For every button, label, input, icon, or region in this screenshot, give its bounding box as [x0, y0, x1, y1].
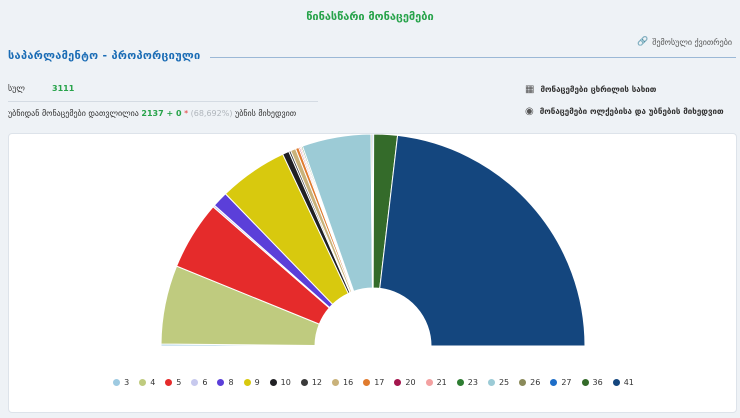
- legend-dot-icon: [456, 379, 464, 386]
- legend-item-23[interactable]: 23: [456, 378, 478, 387]
- section-title: საპარლამენტო - პროპორციული: [8, 49, 201, 62]
- legend-item-36[interactable]: 36: [581, 378, 603, 387]
- chart-legend: 3 4 5 6 8 9 10 12 16 17 20 21 23 25 26 27 36 41: [9, 378, 738, 387]
- legend-dot-icon: [243, 379, 251, 386]
- legend-item-12[interactable]: 12: [300, 378, 323, 387]
- legend-item-4[interactable]: 4: [139, 378, 155, 387]
- legend-label: 4: [150, 378, 156, 387]
- legend-item-3[interactable]: 3: [113, 378, 129, 387]
- legend-item-25[interactable]: 25: [487, 378, 510, 387]
- legend-dot-icon: [113, 379, 121, 386]
- receipts-link-label: შემოსული ქვითრები: [652, 37, 732, 47]
- legend-label: 21: [436, 378, 447, 387]
- legend-label: 20: [405, 378, 416, 387]
- legend-label: 25: [498, 378, 510, 387]
- section-divider: [210, 57, 736, 58]
- legend-item-8[interactable]: 8: [217, 378, 234, 387]
- legend-label: 36: [592, 378, 603, 387]
- legend-dot-icon: [217, 379, 225, 386]
- legend-item-26[interactable]: 26: [519, 378, 540, 387]
- legend-label: 17: [374, 378, 385, 387]
- legend-dot-icon: [581, 379, 589, 386]
- counted-star: *: [184, 109, 189, 118]
- legend-dot-icon: [519, 379, 527, 386]
- table-view-label: მონაცემები ცხრილის სახით: [540, 85, 657, 94]
- legend-dot-icon: [191, 379, 199, 386]
- table-view-option[interactable]: ▦ მონაცემები ცხრილის სახით: [525, 84, 656, 95]
- legend-label: 5: [176, 378, 182, 387]
- legend-dot-icon: [487, 379, 495, 386]
- counted-row: უბნიდან მონაცემები დათვლილია 2137 + 0 * …: [8, 109, 296, 118]
- legend-label: 8: [228, 378, 234, 387]
- legend-dot-icon: [425, 379, 433, 386]
- counted-suffix: უბნის მიხედვით: [235, 109, 297, 118]
- slice-41[interactable]: [379, 134, 586, 347]
- legend-item-5[interactable]: 5: [165, 378, 181, 387]
- legend-item-41[interactable]: 41: [612, 378, 634, 387]
- receipts-link[interactable]: 🔗 შემოსული ქვითრები: [637, 37, 732, 47]
- total-label: სულ: [8, 84, 25, 93]
- legend-dot-icon: [300, 379, 308, 386]
- legend-label: 23: [467, 378, 478, 387]
- semi-donut-chart: [160, 134, 586, 347]
- legend-item-6[interactable]: 6: [191, 378, 207, 387]
- legend-item-20[interactable]: 20: [394, 378, 416, 387]
- legend-dot-icon: [612, 379, 620, 386]
- legend-label: 12: [311, 378, 323, 387]
- total-row: სულ 3111: [8, 84, 74, 93]
- legend-label: 16: [343, 378, 354, 387]
- counted-percent: (68,692%): [190, 109, 233, 118]
- legend-item-21[interactable]: 21: [425, 378, 447, 387]
- legend-label: 10: [280, 378, 291, 387]
- chart-card: 3 4 5 6 8 9 10 12 16 17 20 21 23 25 26 27 36 41: [8, 133, 737, 413]
- legend-dot-icon: [550, 379, 558, 386]
- legend-label: 6: [202, 378, 208, 387]
- region-view-label: მონაცემები ოლქებისა და უბნების მიხედვით: [539, 107, 724, 116]
- stats-divider: [8, 101, 318, 102]
- legend-item-16[interactable]: 16: [332, 378, 353, 387]
- legend-label: 3: [124, 378, 130, 387]
- page-title: წინასწარი მონაცემები: [306, 10, 434, 23]
- counted-prefix: უბნიდან მონაცემები დათვლილია: [8, 109, 139, 118]
- legend-label: 9: [254, 378, 260, 387]
- legend-dot-icon: [332, 379, 340, 386]
- legend-dot-icon: [394, 379, 402, 386]
- link-icon: 🔗: [637, 37, 649, 47]
- legend-item-10[interactable]: 10: [269, 378, 291, 387]
- region-view-option[interactable]: ◉ მონაცემები ოლქებისა და უბნების მიხედვი…: [525, 106, 724, 117]
- legend-dot-icon: [165, 379, 173, 386]
- total-value: 3111: [52, 84, 75, 93]
- legend-dot-icon: [269, 379, 277, 386]
- legend-label: 26: [530, 378, 541, 387]
- legend-dot-icon: [363, 379, 371, 386]
- legend-item-17[interactable]: 17: [363, 378, 384, 387]
- location-pin-icon: ◉: [525, 106, 534, 117]
- legend-item-27[interactable]: 27: [550, 378, 572, 387]
- legend-label: 27: [561, 378, 572, 387]
- legend-label: 41: [623, 378, 634, 387]
- legend-dot-icon: [139, 379, 147, 386]
- counted-value: 2137 + 0: [141, 109, 182, 118]
- table-icon: ▦: [525, 84, 535, 95]
- legend-item-9[interactable]: 9: [243, 378, 260, 387]
